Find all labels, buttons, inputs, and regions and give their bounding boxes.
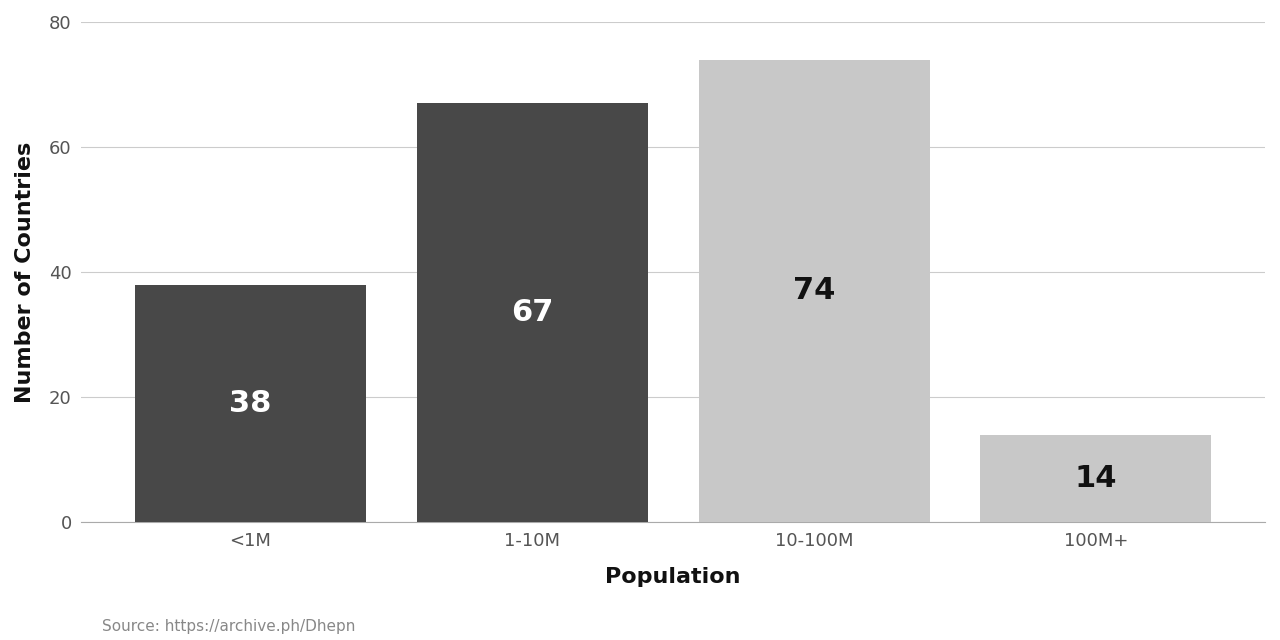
Bar — [134, 285, 366, 522]
Bar — [417, 103, 648, 522]
Bar — [980, 435, 1211, 522]
Text: 74: 74 — [792, 276, 836, 305]
Y-axis label: Number of Countries: Number of Countries — [15, 141, 35, 403]
Text: Source: https://archive.ph/Dhepn: Source: https://archive.ph/Dhepn — [102, 619, 356, 634]
Text: 14: 14 — [1075, 464, 1117, 493]
Bar — [699, 60, 929, 522]
Text: 38: 38 — [229, 389, 271, 418]
X-axis label: Population: Population — [605, 566, 741, 587]
Text: 67: 67 — [511, 298, 553, 327]
